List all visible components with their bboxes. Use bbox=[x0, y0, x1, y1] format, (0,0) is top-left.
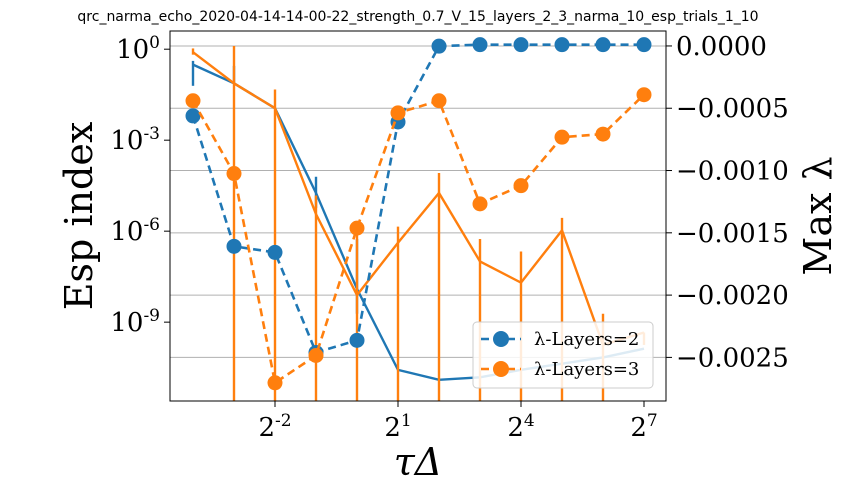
esp-index-marker-series-2 bbox=[349, 220, 365, 236]
esp-index-marker-series-1 bbox=[513, 37, 529, 53]
esp-index-marker-series-1 bbox=[185, 108, 201, 124]
esp-index-marker-series-2 bbox=[267, 375, 283, 391]
right-tick-label: −0.0010 bbox=[676, 157, 789, 187]
x-axis-ticks: 2-2 21 24 27 bbox=[258, 401, 658, 443]
legend-box bbox=[472, 321, 654, 389]
esp-index-line-series-1 bbox=[191, 43, 644, 355]
esp-index-marker-series-1 bbox=[595, 37, 611, 53]
max-lambda-line-series-2 bbox=[192, 51, 645, 347]
x-axis-label: τΔ bbox=[394, 440, 442, 484]
esp-index-marker-series-1 bbox=[636, 37, 652, 53]
right-tick-label: −0.0005 bbox=[676, 94, 789, 124]
esp-index-marker-series-2 bbox=[554, 129, 570, 145]
legend-marker-layers-3 bbox=[493, 361, 509, 377]
esp-index-marker-series-1 bbox=[349, 332, 365, 348]
left-axis-label: Esp index bbox=[57, 122, 101, 311]
esp-index-marker-series-2 bbox=[636, 87, 652, 103]
legend-label-layers-2: λ-Layers=2 bbox=[534, 329, 639, 350]
esp-index-marker-series-1 bbox=[554, 37, 570, 53]
right-tick-label: −0.0015 bbox=[676, 219, 789, 249]
esp-index-marker-series-2 bbox=[390, 105, 406, 121]
legend-label-layers-3: λ-Layers=3 bbox=[534, 359, 639, 380]
esp-index-marker-series-1 bbox=[431, 38, 447, 54]
esp-index-marker-series-2 bbox=[472, 196, 488, 212]
plot-frame bbox=[169, 30, 667, 402]
right-tick-label: −0.0020 bbox=[676, 281, 789, 311]
legend: λ-Layers=2 λ-Layers=3 bbox=[472, 321, 654, 389]
right-tick-label: −0.0025 bbox=[676, 343, 789, 373]
chart-title: qrc_narma_echo_2020-04-14-14-00-22_stren… bbox=[77, 9, 758, 25]
grid-lines bbox=[170, 45, 666, 358]
left-tick-label: 10-3 bbox=[110, 124, 160, 156]
esp-index-marker-series-2 bbox=[185, 93, 201, 109]
x-tick-label: 27 bbox=[630, 411, 657, 443]
legend-marker-layers-2 bbox=[493, 331, 509, 347]
esp-index-marker-series-2 bbox=[513, 178, 529, 194]
esp-index-marker-series-2 bbox=[431, 93, 447, 109]
esp-index-marker-series-1 bbox=[472, 37, 488, 53]
x-tick-label: 2-2 bbox=[258, 411, 291, 443]
esp-index-marker-series-1 bbox=[226, 238, 242, 254]
esp-index-marker-series-2 bbox=[595, 126, 611, 142]
x-tick-label: 21 bbox=[384, 411, 411, 443]
esp-index-marker-series-2 bbox=[308, 348, 324, 364]
esp-index-layer bbox=[185, 37, 652, 391]
left-tick-label: 100 bbox=[116, 33, 160, 65]
right-axis-ticks: 0.0000 −0.0005 −0.0010 −0.0015 −0.0020 −0.002… bbox=[666, 32, 789, 373]
right-axis-label: Max λ bbox=[796, 156, 840, 275]
esp-index-marker-series-1 bbox=[267, 244, 283, 260]
left-tick-label: 10-6 bbox=[110, 215, 160, 247]
right-tick-label: 0.0000 bbox=[676, 32, 767, 62]
left-tick-label: 10-9 bbox=[110, 306, 160, 338]
esp-index-marker-series-2 bbox=[226, 166, 242, 182]
x-tick-label: 24 bbox=[507, 411, 534, 443]
left-axis-ticks: 100 10-3 10-6 10-9 bbox=[110, 33, 170, 338]
